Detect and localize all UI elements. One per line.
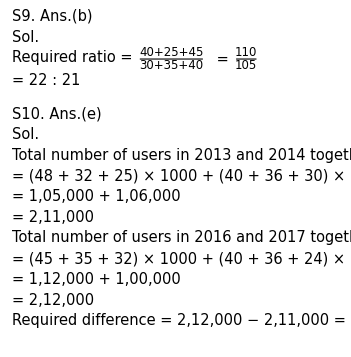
Text: = 2,11,000: = 2,11,000 — [12, 210, 94, 225]
Text: = 2,12,000: = 2,12,000 — [12, 293, 94, 308]
Text: S10. Ans.(e): S10. Ans.(e) — [12, 106, 102, 121]
Text: Required ratio =: Required ratio = — [12, 50, 137, 65]
Text: Sol.: Sol. — [12, 30, 39, 45]
Text: = (45 + 35 + 32) × 1000 + (40 + 36 + 24) × 1000: = (45 + 35 + 32) × 1000 + (40 + 36 + 24)… — [12, 251, 351, 266]
Text: Total number of users in 2016 and 2017 together: Total number of users in 2016 and 2017 t… — [12, 231, 351, 246]
Text: = 1,12,000 + 1,00,000: = 1,12,000 + 1,00,000 — [12, 272, 181, 287]
Text: =: = — [212, 51, 234, 66]
Text: 110: 110 — [235, 46, 258, 59]
Text: 30+35+40: 30+35+40 — [139, 59, 204, 72]
Text: S9. Ans.(b): S9. Ans.(b) — [12, 9, 93, 24]
Text: Required difference = 2,12,000 − 2,11,000 = 1000: Required difference = 2,12,000 − 2,11,00… — [12, 313, 351, 328]
Text: 40+25+45: 40+25+45 — [139, 46, 204, 59]
Text: = 22 : 21: = 22 : 21 — [12, 73, 81, 88]
Text: Total number of users in 2013 and 2014 together: Total number of users in 2013 and 2014 t… — [12, 148, 351, 163]
Text: Sol.: Sol. — [12, 127, 39, 142]
Text: 105: 105 — [235, 59, 257, 72]
Text: = (48 + 32 + 25) × 1000 + (40 + 36 + 30) × 1000: = (48 + 32 + 25) × 1000 + (40 + 36 + 30)… — [12, 169, 351, 183]
Text: = 1,05,000 + 1,06,000: = 1,05,000 + 1,06,000 — [12, 189, 181, 204]
